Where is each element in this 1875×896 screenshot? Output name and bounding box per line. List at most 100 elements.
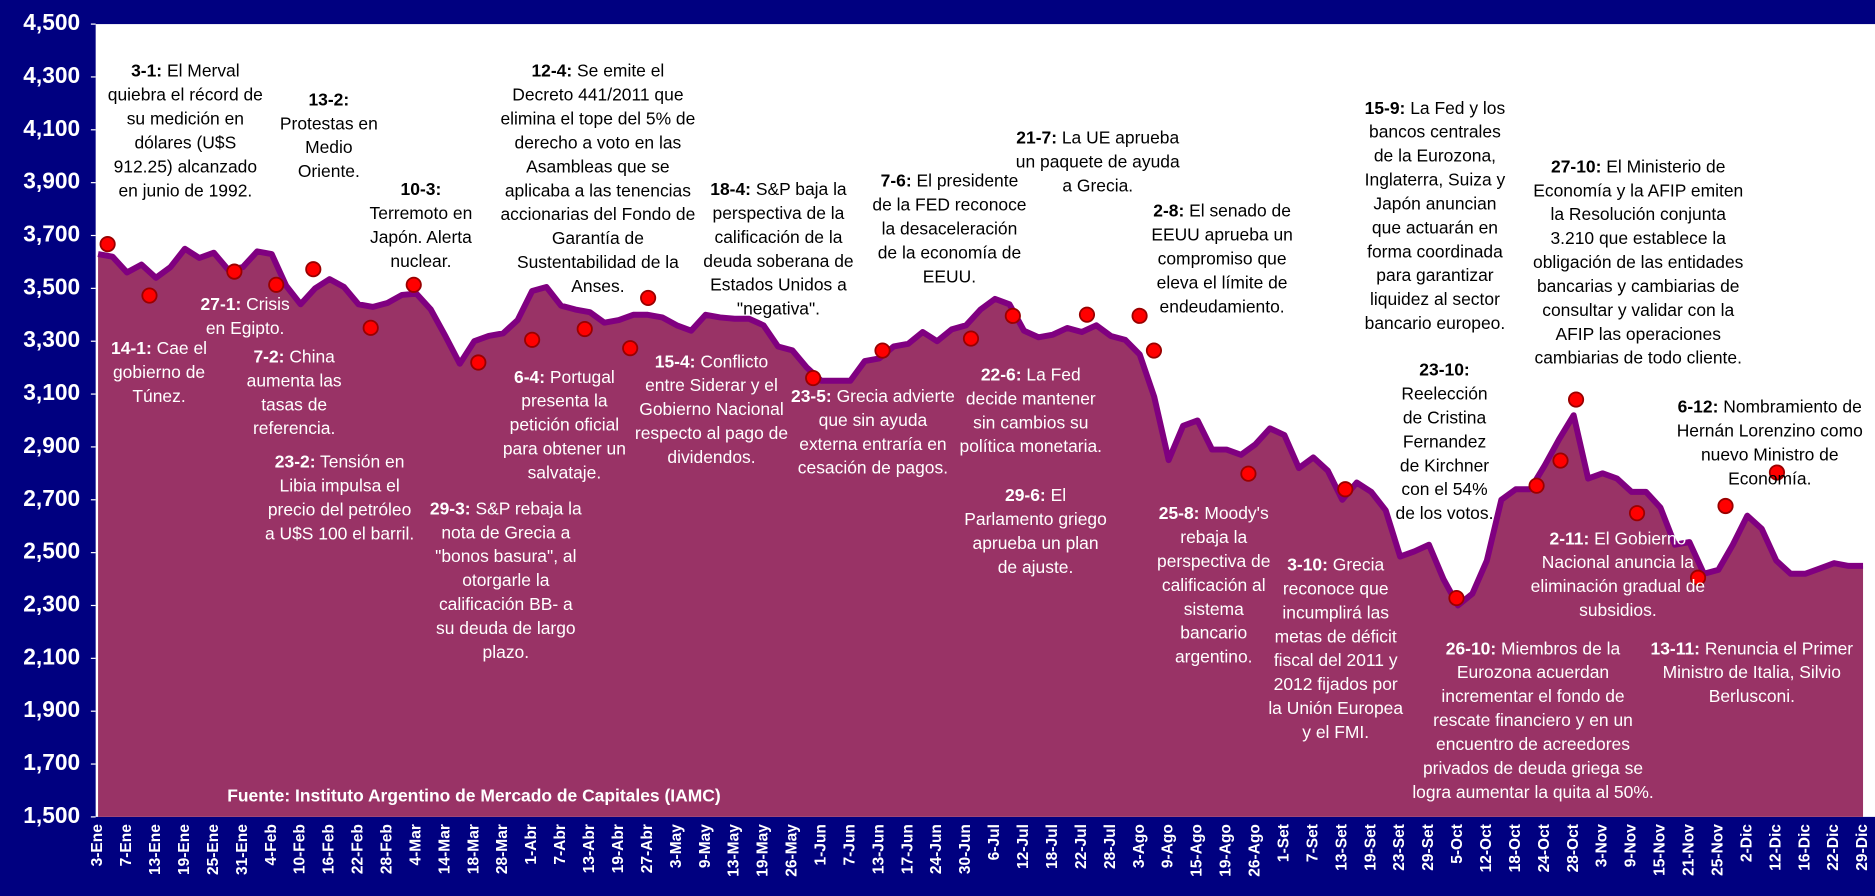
x-tick-label: 12-Jul [1015,824,1032,869]
annotation-date: 23-2: [275,452,316,472]
annotation-line: calificación de [1186,349,1296,369]
annotation-line: de los votos. [1396,503,1494,523]
annotation-line: política monetaria. [960,436,1102,456]
annotation-line: 21-7: La UE aprueba [1016,128,1179,148]
x-tick-label: 7-Set [1304,824,1321,862]
event-marker [1448,590,1465,607]
annotation-date: 10-3: [401,179,442,199]
annotation-line: eleva el límite de [1157,272,1288,292]
x-tick-label: 12-Dic [1767,824,1784,871]
annotation-line: incumplirá las [1282,602,1389,622]
annotation-line: que sin ayuda [819,410,928,430]
annotation-line: AAA a AA+. [1196,397,1287,417]
annotation-line: bancos centrales [1369,122,1501,142]
annotation-line: compromiso que [1158,248,1287,268]
annotation-line: "negativa". [737,299,820,319]
annotation-line: 10-3: [401,179,442,199]
annotation-line: Economía. [1728,468,1811,488]
annotation-line: en Egipto. [206,318,285,338]
annotation-line: de Cristina [1403,407,1487,427]
annotation-line: cambiarias de todo cliente. [1535,348,1742,368]
annotation-line: 3-10: Grecia [1287,555,1384,575]
annotation-date: 15-9: [1365,98,1406,118]
x-tick-label: 5-Oct [1449,824,1466,864]
annotation-line: perspectiva de [1157,551,1270,571]
event-marker [226,263,243,280]
x-tick-label: 18-Mar [465,824,482,874]
y-tick-label: 2,500 [23,538,80,564]
event-marker [1567,391,1585,408]
annotation-date: 25-8: [1159,503,1200,523]
annotation-line: fiscal del 2011 y [1274,650,1398,670]
annotation-date: 5-8: [1170,325,1201,345]
x-tick-label: 25-Nov [1709,824,1726,876]
annotation-line: forma coordinada [1367,241,1503,261]
annotation-line: sin cambios su [973,412,1088,432]
x-tick-label: 13-Abr [581,824,598,873]
event-marker [141,287,158,304]
annotation-line: 29-3: S&P rebaja la [430,498,582,518]
annotation-line: 912.25) alcanzado [114,156,258,176]
annotation-line: salvataje. [528,462,602,482]
annotation-line: obligación de las entidades [1533,252,1744,272]
annotation-line: Asambleas que se [526,156,669,176]
annotation-line: y el FMI. [1302,722,1369,742]
x-tick-label: 7-Ene [118,824,135,867]
x-tick-label: 29-Set [1420,824,1437,871]
event-marker [1337,481,1354,498]
annotation-line: argentino. [1175,647,1253,667]
x-tick-label: 9-Ago [1160,824,1177,868]
annotation-line: aplicaba a las tenencias [505,180,691,200]
annotation-line: precio del petróleo [268,500,411,520]
x-tick-label: 3-May [668,824,685,868]
x-tick-label: 14-Mar [436,824,453,874]
annotation-line: Inglaterra, Suiza y [1365,170,1506,190]
annotation-line: 2-11: El Gobierno [1550,528,1687,548]
x-tick-label: 31-Ene [234,824,251,875]
event-marker [962,330,980,347]
event-marker [524,331,541,348]
event-marker [1717,497,1734,515]
x-tick-label: 7-Abr [552,824,569,865]
annotation-date: 18-4: [710,179,751,199]
y-tick-label: 1,500 [23,802,80,828]
annotation-line: su medición en [127,109,244,129]
event-marker [874,342,891,359]
x-tick-label: 22-Feb [350,824,367,874]
annotation-line: accionarias del Fondo de [500,204,695,224]
x-tick-label: 4-Feb [263,824,280,865]
annotation-line: calificación al [1162,575,1266,595]
annotation-line: Ministro de Italia, Silvio [1663,662,1841,682]
annotation-date: 13-11: [1651,638,1700,658]
event-marker [1768,464,1786,481]
annotation-line: 2012 fijados por [1274,674,1398,694]
event-marker [1131,307,1148,324]
event-marker [268,276,285,293]
annotation-line: 7-6: El presidente [881,171,1019,191]
annotation-line: plazo. [483,642,530,662]
event-marker [99,236,116,253]
y-tick-label: 1,700 [23,749,80,775]
x-tick-label: 19-Ago [1218,824,1235,877]
annotation-line: Garantía de [552,228,644,248]
annotation-line: 5-8: S&P rebaja la [1170,325,1312,345]
annotation-line: 12-4: Se emite el [531,61,664,81]
annotation-line: la desaceleración [882,219,1018,239]
x-tick-label: 19-Ene [176,824,193,875]
annotation-line: que actuarán en [1372,217,1498,237]
y-tick-label: 2,700 [23,485,80,511]
area [98,248,1864,817]
annotation-line: logra aumentar la quita al 50%. [1412,782,1653,802]
annotation-line: Parlamento griego [964,509,1107,529]
annotation-line: decide mantener [966,388,1096,408]
annotation-line: respecto al pago de [635,423,788,443]
annotation-line: entre Siderar y el [645,375,778,395]
annotation-date: 27-1: [201,294,242,314]
x-tick-label: 7-Jun [841,824,858,865]
annotation-line: de ajuste. [998,557,1074,577]
x-tick-label: 13-Jun [870,824,887,874]
x-tick-label: 9-May [697,824,714,868]
annotation-date: 13-2: [308,89,349,109]
annotation-date: 26-10: [1446,638,1496,658]
